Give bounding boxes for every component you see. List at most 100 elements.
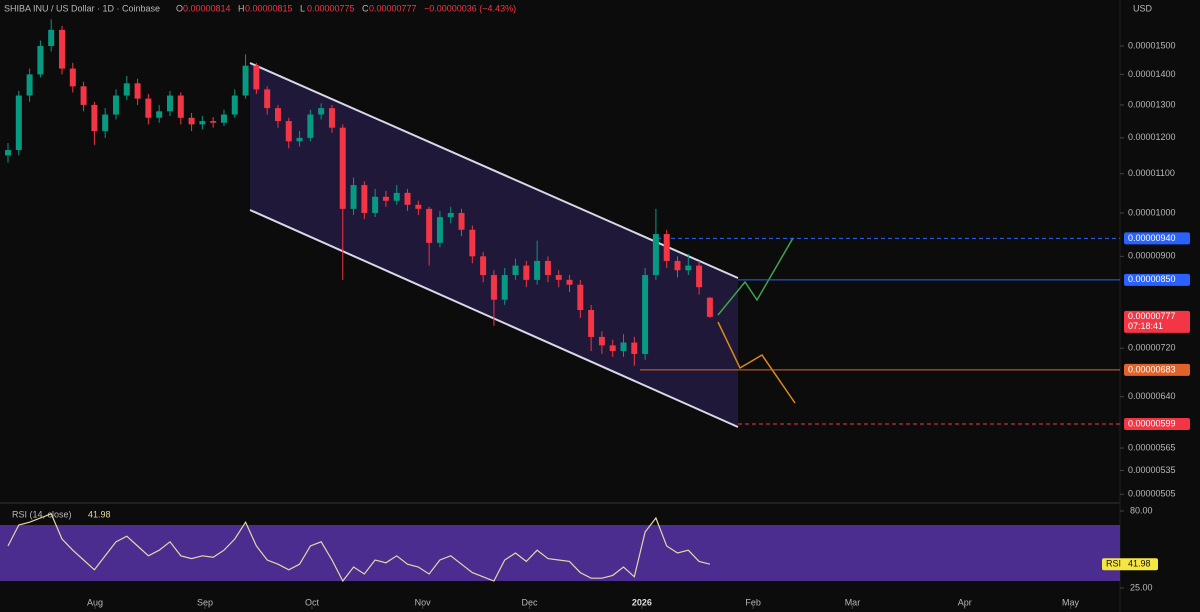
candle-body (274, 108, 281, 122)
candle-body (534, 260, 541, 280)
candle-body (328, 108, 335, 128)
last-price-label: 0.00000777 (1128, 311, 1176, 321)
y-tick-label: 0.00001500 (1128, 40, 1176, 50)
candle-body (663, 234, 670, 261)
candle-body (393, 192, 400, 201)
candle-body (642, 275, 649, 354)
candle-body (685, 265, 692, 271)
currency: USD (1133, 3, 1153, 13)
candle-body (210, 121, 217, 123)
candle-body (404, 192, 411, 205)
x-tick-label: Mar (845, 597, 861, 607)
candle-body (102, 114, 109, 132)
x-tick-label: Nov (415, 597, 432, 607)
ohlc-label: C (362, 3, 369, 13)
candle-body (458, 212, 465, 230)
candle-body (58, 29, 65, 69)
x-tick-label: Feb (745, 597, 761, 607)
candle-body (307, 114, 314, 138)
candle-body (123, 83, 130, 96)
candle-body (264, 89, 271, 109)
candle-body (285, 121, 292, 142)
countdown: 07:18:41 (1128, 321, 1163, 331)
candle-body (544, 260, 551, 276)
candle-body (199, 121, 206, 125)
y-tick-label: 0.00001100 (1128, 168, 1175, 178)
candle-body (609, 345, 616, 352)
candle-body (177, 95, 184, 118)
candle-body (134, 83, 141, 99)
rsi-value: 41.98 (88, 509, 111, 519)
channel (250, 63, 738, 427)
candle-body (372, 196, 379, 213)
price-tag (1124, 273, 1190, 286)
x-tick-label: Apr (958, 597, 972, 607)
price-tag-label: 0.00000850 (1128, 274, 1176, 284)
y-tick-label: 0.00000720 (1128, 343, 1176, 353)
candle-body (350, 185, 357, 209)
candle-body (318, 108, 325, 115)
y-tick-label: 0.00001400 (1128, 69, 1176, 79)
candle-body (631, 342, 638, 354)
y-tick-label: 0.00000640 (1128, 391, 1176, 401)
candle-body (48, 29, 55, 46)
candle-body (447, 212, 454, 218)
x-tick-label: May (1062, 597, 1080, 607)
ohlc-label: L (300, 3, 305, 13)
ohlc-value: 0.00000777 (369, 3, 417, 13)
candle-body (220, 114, 227, 123)
bear-path (717, 321, 796, 404)
change: −0.00000036 (−4.43%) (424, 3, 516, 13)
candle-body (674, 260, 681, 271)
ohlc-value: 0.00000814 (183, 3, 231, 13)
candle-body (566, 279, 573, 285)
candle-body (188, 117, 195, 125)
y-tick-label: 0.00000565 (1128, 442, 1176, 452)
candle-body (242, 65, 249, 96)
candle-body (436, 217, 443, 243)
candle-body (696, 265, 703, 288)
candle-body (37, 45, 44, 75)
x-tick-label: 2026 (632, 597, 652, 607)
y-tick-label: 0.00000900 (1128, 251, 1176, 261)
rsi-tag: RSI (1106, 559, 1121, 569)
candle-body (523, 265, 530, 280)
candle-body (652, 234, 659, 276)
ohlc-label: O (176, 3, 183, 13)
y-tick-label: 0.00001000 (1128, 207, 1176, 217)
candle-body (501, 275, 508, 300)
price-tag-label: 0.00000599 (1128, 418, 1176, 428)
candle-body (426, 208, 433, 243)
candle-body (145, 98, 152, 118)
candle-body (588, 310, 595, 337)
y-tick-label: 0.00001300 (1128, 99, 1176, 109)
rsi-line (7, 513, 711, 583)
candle-body (253, 65, 260, 90)
symbol: SHIBA INU / US Dollar · 1D · Coinbase (4, 3, 160, 13)
candle-body (469, 229, 476, 257)
price-tag (1124, 232, 1190, 245)
y-tick-label: 0.00000505 (1128, 489, 1176, 499)
price-tag-label: 0.00000940 (1128, 233, 1176, 243)
candle-body (490, 275, 497, 300)
rsi-band (0, 525, 1120, 581)
last-price-tag (1124, 310, 1190, 333)
rsi-tag-box (1102, 558, 1158, 571)
y-tick-label: 0.00000535 (1128, 465, 1176, 475)
candle-body (166, 95, 173, 112)
candle-body (15, 95, 22, 151)
candle-body (415, 204, 422, 209)
x-tick-label: Oct (305, 597, 320, 607)
rsi-tick-label: 25.00 (1130, 582, 1153, 592)
candle-body (598, 336, 605, 346)
candle-body (5, 150, 11, 156)
candle-body (26, 74, 33, 96)
candle-body (296, 137, 303, 142)
y-tick-label: 0.00001200 (1128, 132, 1176, 142)
rsi-tick-label: 80.00 (1130, 505, 1153, 515)
candle-body (80, 86, 87, 105)
candle-body (91, 104, 98, 132)
candle-body (512, 265, 519, 276)
